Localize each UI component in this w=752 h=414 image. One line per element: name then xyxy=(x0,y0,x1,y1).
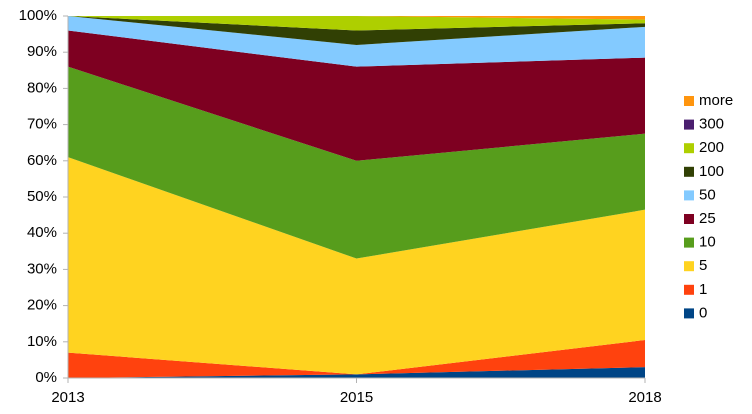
legend-swatch xyxy=(684,119,694,130)
y-tick-label: 0% xyxy=(35,369,57,386)
area xyxy=(68,16,645,20)
y-tick-label: 90% xyxy=(27,43,57,60)
legend-label: 200 xyxy=(699,139,724,156)
legend-swatch xyxy=(684,143,694,154)
y-tick-label: 20% xyxy=(27,297,57,314)
area xyxy=(68,16,645,31)
y-tick-label: 60% xyxy=(27,152,57,169)
legend-swatch xyxy=(684,308,694,319)
legend-label: 25 xyxy=(699,210,716,227)
y-tick-label: 100% xyxy=(19,7,57,24)
x-tick-label: 2013 xyxy=(51,389,84,406)
area xyxy=(68,157,645,375)
legend-swatch xyxy=(684,237,694,248)
legend-swatch xyxy=(684,214,694,224)
x-tick-label: 2015 xyxy=(340,389,373,406)
area xyxy=(68,367,645,378)
legend-swatch xyxy=(684,261,694,272)
legend-swatch xyxy=(684,96,694,106)
y-tick-label: 30% xyxy=(27,260,57,277)
y-tick-label: 70% xyxy=(27,116,57,133)
area xyxy=(68,30,645,161)
area xyxy=(68,339,645,378)
area xyxy=(68,66,645,259)
y-tick-label: 40% xyxy=(27,224,57,241)
legend-label: 0 xyxy=(699,304,707,321)
legend-label: 5 xyxy=(699,257,707,274)
legend-label: 10 xyxy=(699,234,716,251)
y-tick-label: 80% xyxy=(27,79,57,96)
y-tick-label: 50% xyxy=(27,188,57,205)
y-tick-label: 10% xyxy=(27,333,57,350)
legend-label: 300 xyxy=(699,116,724,133)
legend-label: 100 xyxy=(699,163,724,180)
legend-swatch xyxy=(684,190,694,201)
legend-label: 1 xyxy=(699,281,707,298)
area xyxy=(68,16,645,67)
x-tick-label: 2018 xyxy=(628,389,661,406)
legend-label: 50 xyxy=(699,186,716,203)
legend-label: more xyxy=(699,92,733,109)
legend-swatch xyxy=(684,166,694,177)
legend-swatch xyxy=(684,284,694,295)
